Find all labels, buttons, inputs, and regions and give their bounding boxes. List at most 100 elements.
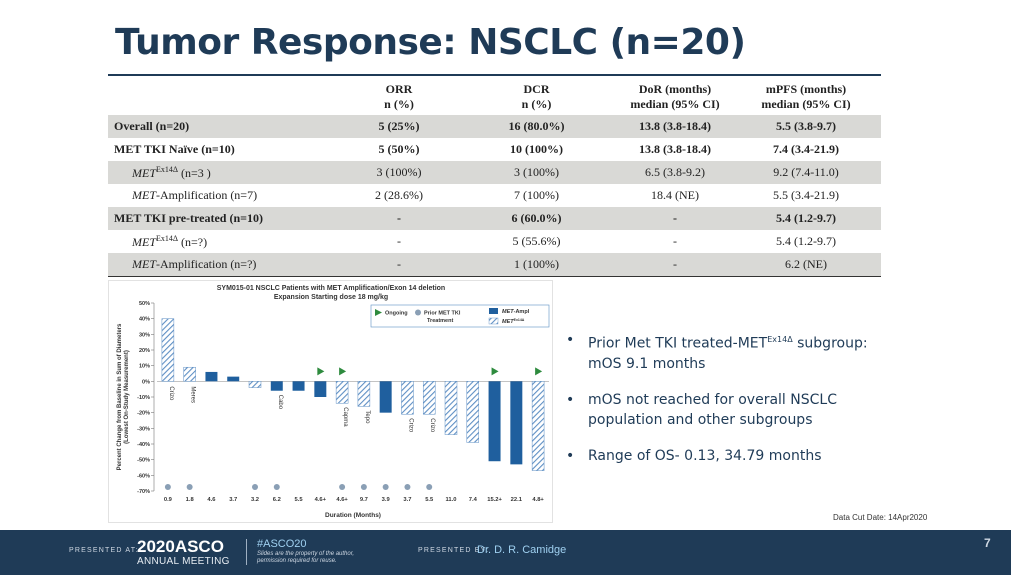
cell-dcr: 5 (55.6%) [512,234,561,248]
cell-mpfs: 5.4 (1.2-9.7) [776,234,836,248]
cell-orr: - [344,253,454,277]
bar [270,381,283,391]
y-tick-label: 10% [139,364,150,370]
table-header-line2: median (95% CI) [761,96,851,111]
x-tick-label: 4.6+ [336,497,348,503]
cell-dor: 13.8 (3.8-18.4) [639,142,711,156]
cell-mpfs: 6.2 (NE) [731,253,881,277]
drug-annotation: Crizo [429,418,435,433]
hashtag: #ASCO20 [257,538,307,550]
cell-dor: - [619,207,731,230]
bar [314,381,327,397]
table-body: Overall (n=20) 5 (25%) 16 (80.0%) 13.8 (3.8… [108,115,881,277]
x-tick-label: 22.1 [511,497,523,503]
table-header-row: ORR n (%) DCR n (%) DoR (months) median (95% … [108,78,881,115]
bullet-item: • Prior Met TKI treated-METEx14Δ subgroup… [566,330,896,374]
cell-orr: 5 (50%) [378,142,420,156]
x-tick-label: 4.6 [207,497,216,503]
bar [466,381,480,443]
prior-tki-dot-icon [404,484,411,490]
bullet-dot-icon: • [566,391,575,408]
legend-prior-label: Prior MET TKI [424,311,461,317]
table-header-line2: n (%) [521,96,552,111]
drug-annotation: Meres [190,386,196,403]
bar [227,376,240,382]
property-note: Slides are the property of the author, p… [257,551,355,564]
asco-logo-text: 2020ASCO [137,537,224,556]
cell-orr: - [344,207,454,230]
cell-dor: - [673,234,677,248]
drug-annotation: Crizo [168,386,174,401]
cell-mpfs: 7.4 (3.4-21.9) [773,142,839,156]
table-header-3: DoR (months) median (95% CI) [619,78,731,115]
bar [248,381,262,388]
bullet-item: • mOS not reached for overall NSCLC popul… [566,390,896,430]
cell-dcr: 7 (100%) [514,188,559,202]
x-tick-label: 0.9 [164,497,173,503]
data-cut-date: Data Cut Date: 14Apr2020 [833,513,928,522]
legend-exon-swatch [488,317,499,325]
response-table: ORR n (%) DCR n (%) DoR (months) median (95% … [108,78,881,277]
bar [335,381,349,404]
cell-mpfs: 5.4 (1.2-9.7) [731,207,881,230]
x-tick-label: 7.4 [469,497,478,503]
asco-annual-meeting: ANNUAL MEETING [137,556,230,567]
cell-dcr: 10 (100%) [510,142,563,156]
row-label: MET-Amplification (n=?) [108,253,344,277]
waterfall-chart: SYM015-01 NSCLC Patients with MET Amplif… [108,280,553,523]
legend-ampl-swatch [489,308,498,314]
drug-annotation: Capma [342,407,348,427]
legend-prior-label-2: Treatment [427,318,453,324]
bar [401,381,414,415]
y-tick-label: -70% [137,489,150,495]
x-tick-label: 3.2 [251,497,259,503]
prior-tki-dot-icon [164,484,171,490]
table-header-line1: ORR [385,81,413,96]
cell-dor: - [619,253,731,277]
prior-tki-dot-icon [360,484,367,490]
legend-ampl-label: MET-Ampl [502,309,530,315]
x-axis-label: Duration (Months) [325,512,381,519]
table-header-line1: DCR [523,81,550,96]
bar [488,381,501,462]
bar [531,381,545,471]
prior-tki-dot-icon [382,484,389,490]
bar [379,381,392,413]
bullet-text: mOS not reached for overall NSCLC popula… [588,391,837,428]
bar [183,366,196,382]
legend-exon-label: METEx14Δ [502,318,525,325]
x-tick-label: 9.7 [360,497,368,503]
drug-annotation: Cabo [277,395,283,410]
prior-tki-dot-icon [426,484,433,490]
legend-ongoing-label: Ongoing [385,311,408,317]
x-tick-label: 3.9 [382,497,391,503]
ongoing-triangle-icon [339,367,347,376]
prior-tki-dot-icon [339,484,346,490]
table-row: MET TKI Naïve (n=10) 5 (50%) 10 (100%) 13.8… [108,138,881,161]
table-header-1: ORR n (%) [344,78,454,115]
footer-divider [246,539,247,565]
cell-mpfs: 9.2 (7.4-11.0) [731,161,881,184]
bullet-text: Range of OS- 0.13, 34.79 months [588,447,822,464]
bullet-list: • Prior Met TKI treated-METEx14Δ subgroup… [566,330,896,482]
row-label: METEx14Δ (n=3 ) [108,161,344,184]
y-tick-label: 20% [139,348,150,354]
waterfall-svg: SYM015-01 NSCLC Patients with MET Amplif… [117,285,550,519]
bar [205,371,218,382]
ongoing-triangle-icon [491,367,499,376]
table-header-line2: n (%) [384,96,414,111]
footer-bar: PRESENTED AT: 2020ASCO ANNUAL MEETING #A… [0,530,1011,575]
x-tick-label: 4.6+ [315,497,327,503]
row-label: MET TKI pre-treated (n=10) [108,207,344,230]
table-row: METEx14Δ (n=?) - 5 (55.6%) - 5.4 (1.2-9.7) [108,230,881,253]
cell-mpfs: 5.5 (3.4-21.9) [773,188,839,202]
y-tick-label: 50% [139,301,150,307]
y-axis-label-line1: Percent Change from Baseline in Sum of D… [117,323,123,470]
x-tick-label: 1.8 [186,497,195,503]
chart-title: SYM015-01 NSCLC Patients with MET Amplif… [217,285,445,292]
cell-orr: 2 (28.6%) [375,188,423,202]
y-tick-label: -60% [137,473,150,479]
x-tick-label: 3.7 [403,497,411,503]
y-tick-label: -20% [137,411,150,417]
presented-by-label: PRESENTED BY: [418,547,490,554]
